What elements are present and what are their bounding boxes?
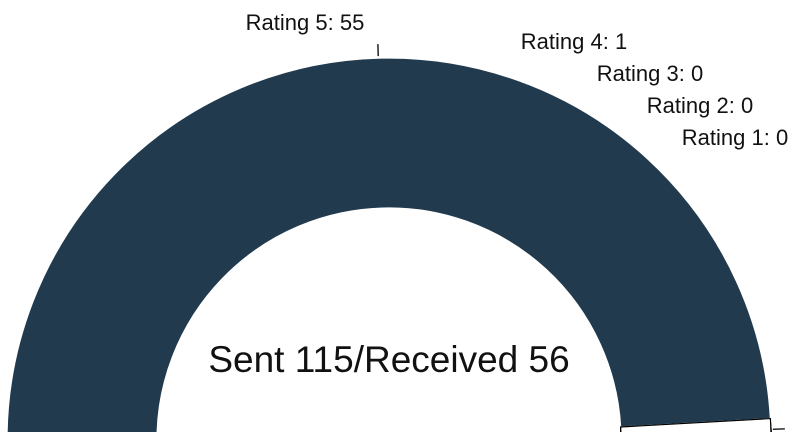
slice-label: Rating 1: 0 <box>682 125 788 150</box>
slice-label: Rating 4: 1 <box>521 29 627 54</box>
slice <box>620 417 772 432</box>
center-text: Sent 115/Received 56 <box>208 339 569 380</box>
slice-label: Rating 2: 0 <box>647 93 753 118</box>
slice-label: Rating 5: 55 <box>246 10 365 35</box>
slice <box>6 57 772 432</box>
slice-label: Rating 3: 0 <box>597 61 703 86</box>
